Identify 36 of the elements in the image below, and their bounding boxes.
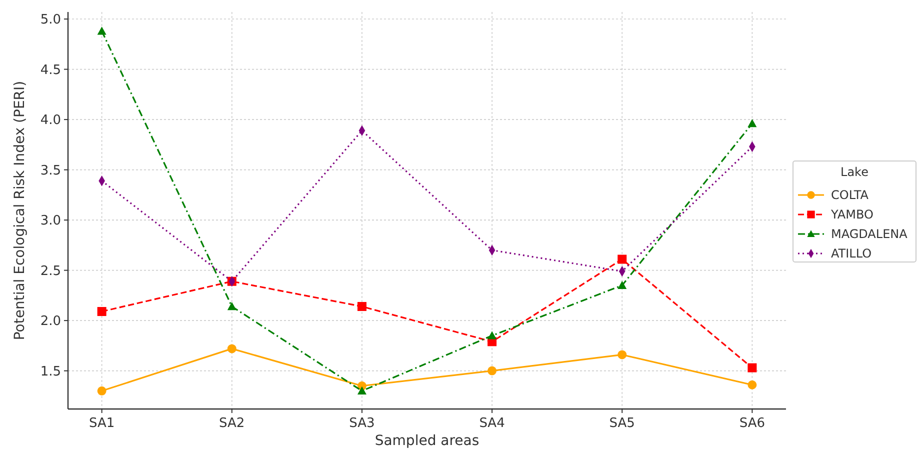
point	[357, 302, 366, 311]
y-tick-label: 1.5	[40, 364, 61, 380]
point	[97, 26, 106, 35]
x-tick-label: SA2	[219, 416, 245, 431]
point	[748, 119, 757, 128]
point	[618, 254, 627, 264]
x-tick-label: SA4	[479, 416, 505, 431]
y-tick-label: 3.0	[40, 214, 61, 229]
legend-label: ATILLO	[831, 246, 872, 261]
y-tick-label: 4.5	[40, 62, 61, 78]
point	[748, 380, 757, 390]
x-tick-label: SA3	[349, 416, 375, 431]
point	[488, 331, 497, 340]
y-axis-title: Potential Ecological Risk Index (PERI)	[12, 80, 28, 340]
point	[97, 386, 106, 396]
x-tick-label: SA1	[88, 416, 115, 431]
y-tick-label: 2.0	[40, 314, 61, 330]
y-tick-label: 3.5	[40, 163, 61, 178]
x-tick-label: SA6	[739, 416, 766, 431]
legend-label: MAGDALENA	[831, 227, 908, 242]
point	[97, 307, 106, 316]
point	[227, 302, 236, 310]
point	[618, 280, 627, 289]
x-tick-label: SA5	[609, 416, 635, 431]
x-axis-title: Sampled areas	[374, 433, 480, 449]
legend-label: YAMBO	[830, 208, 874, 222]
y-tick-label: 4.0	[40, 113, 61, 128]
point	[357, 386, 366, 395]
point	[618, 350, 627, 360]
y-tick-label: 5.0	[40, 12, 61, 28]
y-tick-label: 2.5	[40, 264, 61, 279]
legend-label: COLTA	[831, 188, 870, 202]
point	[488, 366, 497, 376]
point	[748, 363, 757, 372]
legend-title: Lake	[840, 165, 868, 179]
point	[227, 344, 236, 354]
